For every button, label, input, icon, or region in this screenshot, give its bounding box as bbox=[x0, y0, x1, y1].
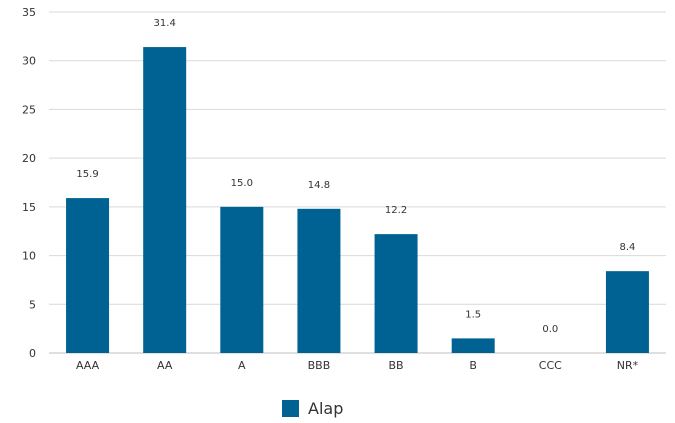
data-label: 31.4 bbox=[154, 18, 176, 29]
bar bbox=[605, 271, 649, 353]
x-tick-label: NR* bbox=[617, 359, 639, 372]
data-label: 1.5 bbox=[465, 309, 481, 320]
data-label: 0.0 bbox=[542, 324, 558, 335]
bar bbox=[66, 198, 110, 353]
y-tick-label: 30 bbox=[22, 55, 36, 68]
data-label: 8.4 bbox=[619, 242, 635, 253]
bar bbox=[297, 208, 341, 353]
x-tick-label: A bbox=[238, 359, 246, 372]
data-label: 15.9 bbox=[76, 169, 98, 180]
y-tick-label: 25 bbox=[22, 103, 36, 116]
y-tick-label: 15 bbox=[22, 201, 36, 214]
x-tick-label: AAA bbox=[76, 359, 100, 372]
y-tick-label: 0 bbox=[29, 347, 36, 360]
y-tick-label: 10 bbox=[22, 250, 36, 263]
bar bbox=[143, 47, 187, 354]
gridlines bbox=[49, 11, 666, 354]
bars bbox=[66, 47, 649, 354]
legend-label: Alap bbox=[308, 399, 344, 418]
bar bbox=[374, 234, 418, 353]
bar bbox=[451, 338, 495, 353]
data-label: 14.8 bbox=[308, 180, 330, 191]
bar bbox=[220, 206, 264, 353]
x-tick-label: BB bbox=[389, 359, 404, 372]
data-label: 12.2 bbox=[385, 205, 407, 216]
legend-swatch bbox=[282, 400, 299, 417]
x-tick-label: BBB bbox=[308, 359, 331, 372]
y-tick-label: 20 bbox=[22, 152, 36, 165]
data-labels: 15.9 31.4 15.0 14.8 12.2 1.5 0.0 8.4 bbox=[76, 18, 635, 335]
x-axis-ticks: AAA AA A BBB BB B CCC NR* bbox=[76, 359, 639, 372]
x-tick-label: AA bbox=[157, 359, 173, 372]
y-tick-label: 5 bbox=[29, 298, 36, 311]
x-tick-label: B bbox=[469, 359, 477, 372]
x-tick-label: CCC bbox=[539, 359, 562, 372]
y-axis-ticks: 0 5 10 15 20 25 30 35 bbox=[22, 6, 36, 360]
legend: Alap bbox=[282, 399, 343, 418]
y-tick-label: 35 bbox=[22, 6, 36, 19]
data-label: 15.0 bbox=[231, 178, 253, 189]
